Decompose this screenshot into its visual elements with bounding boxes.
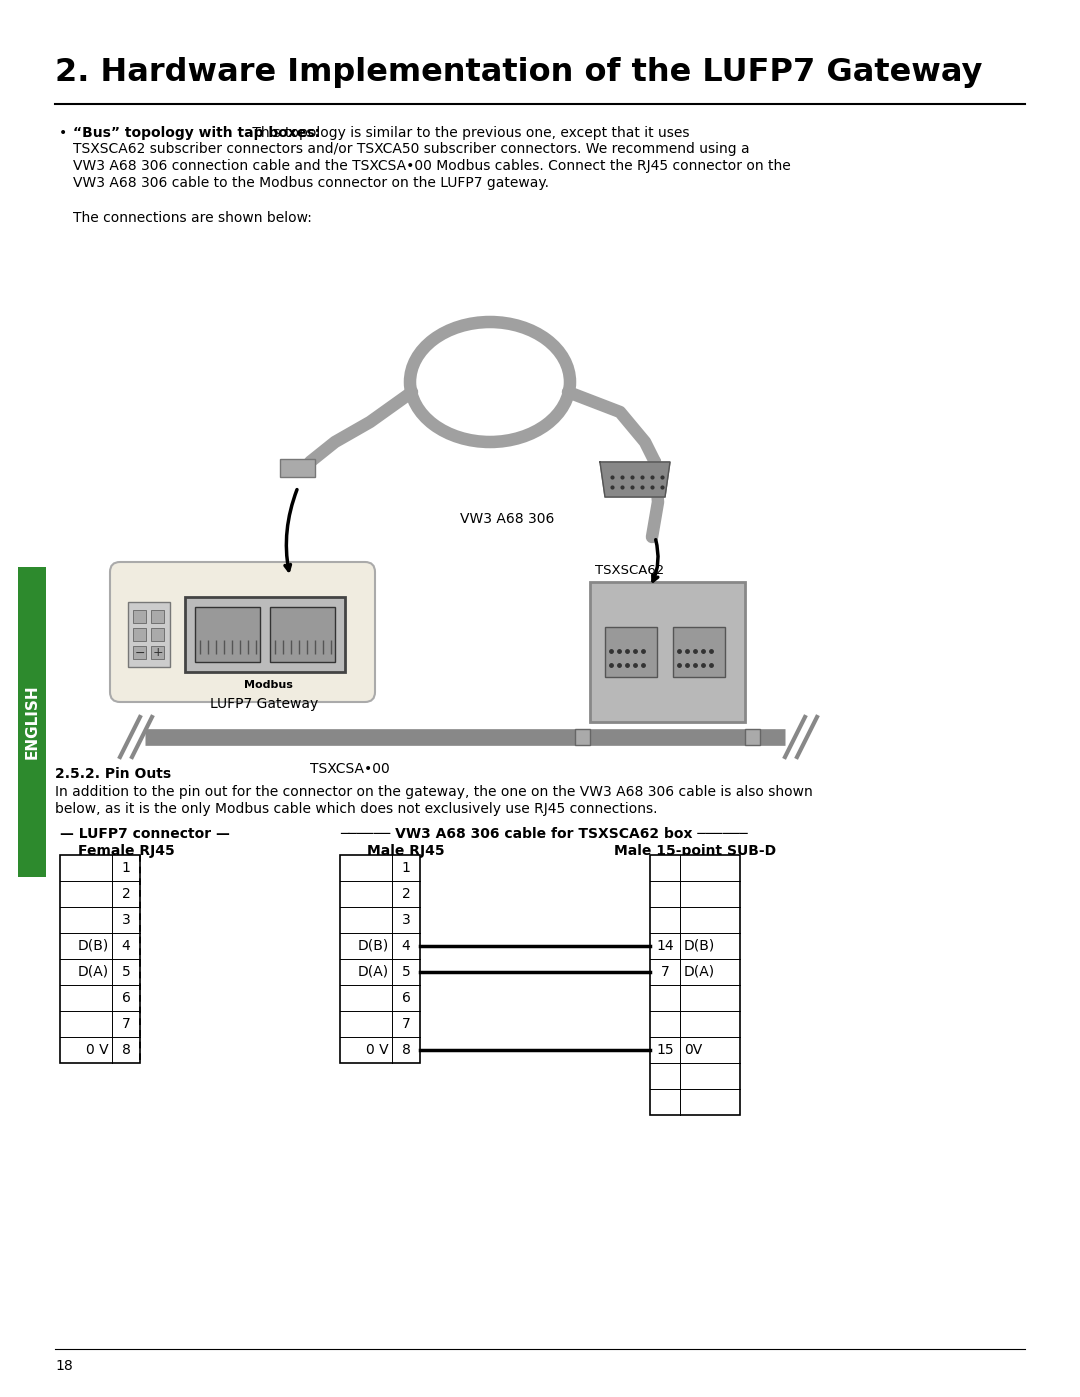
Bar	[133, 610, 146, 623]
Bar	[270, 608, 335, 662]
Text: 7: 7	[661, 964, 670, 978]
Text: 2.5.2. Pin Outs: 2.5.2. Pin Outs	[55, 767, 171, 781]
Polygon shape	[600, 462, 670, 497]
Text: The connections are shown below:: The connections are shown below:	[73, 211, 312, 225]
Text: 14: 14	[657, 939, 674, 953]
Text: 5: 5	[402, 964, 410, 978]
Text: 7: 7	[122, 1017, 131, 1031]
Text: LUFP7 Gateway: LUFP7 Gateway	[210, 697, 319, 711]
Text: 2. Hardware Implementation of the LUFP7 Gateway: 2. Hardware Implementation of the LUFP7 …	[55, 57, 983, 88]
Text: ENGLISH: ENGLISH	[25, 685, 40, 760]
Text: D(B): D(B)	[357, 939, 389, 953]
Bar	[605, 627, 657, 678]
Text: ────── VW3 A68 306 cable for TSXSCA62 box ──────: ────── VW3 A68 306 cable for TSXSCA62 bo…	[340, 827, 747, 841]
Text: 2: 2	[122, 887, 131, 901]
Text: D(A): D(A)	[357, 964, 389, 978]
Text: 5: 5	[122, 964, 131, 978]
Text: 0V: 0V	[684, 1042, 702, 1056]
Text: Modbus: Modbus	[244, 680, 293, 690]
Text: 7: 7	[402, 1017, 410, 1031]
Text: In addition to the pin out for the connector on the gateway, the one on the VW3 : In addition to the pin out for the conne…	[55, 785, 813, 799]
Bar	[151, 610, 164, 623]
Text: D(A): D(A)	[78, 964, 109, 978]
Text: TSXSCA62 subscriber connectors and/or TSXCA50 subscriber connectors. We recommen: TSXSCA62 subscriber connectors and/or TS…	[73, 142, 750, 156]
Text: 3: 3	[402, 912, 410, 926]
Bar	[185, 597, 345, 672]
Text: 0 V: 0 V	[86, 1042, 109, 1056]
Text: below, as it is the only Modbus cable which does not exclusively use RJ45 connec: below, as it is the only Modbus cable wh…	[55, 802, 658, 816]
Bar	[673, 627, 725, 678]
Bar	[195, 608, 260, 662]
Text: −: −	[135, 647, 145, 659]
Text: 1: 1	[402, 861, 410, 875]
Text: Female RJ45: Female RJ45	[78, 845, 174, 859]
Bar	[133, 629, 146, 641]
Text: 4: 4	[402, 939, 410, 953]
Text: D(B): D(B)	[684, 939, 715, 953]
Text: Male RJ45: Male RJ45	[367, 845, 445, 859]
Text: 15: 15	[657, 1042, 674, 1056]
Text: 6: 6	[122, 990, 131, 1004]
Text: This topology is similar to the previous one, except that it uses: This topology is similar to the previous…	[248, 126, 689, 140]
Text: D(B): D(B)	[78, 939, 109, 953]
Bar	[60, 855, 140, 1063]
Bar	[590, 583, 745, 722]
Bar	[745, 729, 760, 745]
Text: TSXCSA•00: TSXCSA•00	[310, 761, 390, 775]
Bar	[280, 460, 315, 476]
Text: D(A): D(A)	[684, 964, 715, 978]
Bar	[18, 567, 46, 877]
Text: 1: 1	[122, 861, 131, 875]
Text: 6: 6	[402, 990, 410, 1004]
Text: VW3 A68 306: VW3 A68 306	[460, 511, 554, 527]
Text: VW3 A68 306 cable to the Modbus connector on the LUFP7 gateway.: VW3 A68 306 cable to the Modbus connecto…	[73, 176, 549, 190]
Text: 3: 3	[122, 912, 131, 926]
Text: 2: 2	[402, 887, 410, 901]
Text: 8: 8	[402, 1042, 410, 1056]
Text: Male 15-point SUB-D: Male 15-point SUB-D	[613, 845, 777, 859]
Text: +: +	[152, 647, 163, 659]
Bar	[129, 602, 170, 666]
Bar	[650, 855, 740, 1115]
Bar	[575, 729, 590, 745]
Bar	[151, 645, 164, 659]
Text: — LUFP7 connector —: — LUFP7 connector —	[60, 827, 230, 841]
Text: VW3 A68 306 connection cable and the TSXCSA•00 Modbus cables. Connect the RJ45 c: VW3 A68 306 connection cable and the TSX…	[73, 159, 791, 173]
Text: 4: 4	[122, 939, 131, 953]
Text: TSXSCA62: TSXSCA62	[595, 564, 664, 577]
Text: •: •	[59, 126, 67, 140]
Text: 8: 8	[122, 1042, 131, 1056]
Bar	[340, 855, 420, 1063]
Bar	[151, 629, 164, 641]
Bar	[133, 645, 146, 659]
FancyBboxPatch shape	[110, 562, 375, 703]
Text: 18: 18	[55, 1359, 72, 1373]
Text: “Bus” topology with tap boxes:: “Bus” topology with tap boxes:	[73, 126, 320, 140]
Text: 0 V: 0 V	[366, 1042, 389, 1056]
